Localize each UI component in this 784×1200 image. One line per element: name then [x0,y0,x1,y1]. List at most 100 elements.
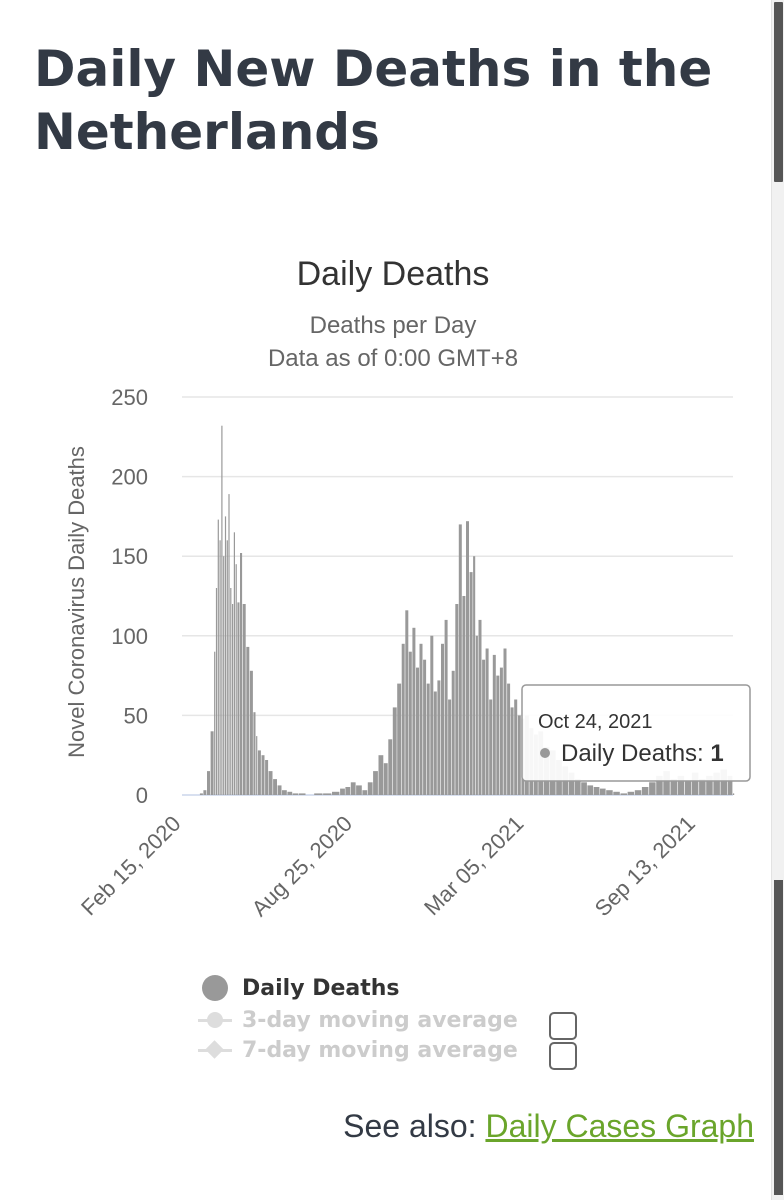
bar[interactable] [499,667,503,795]
bar[interactable] [299,793,306,795]
legend-item-3-day-average[interactable]: 3-day moving average [196,1005,518,1035]
bar[interactable] [207,771,210,795]
bar[interactable] [458,524,462,795]
bar[interactable] [419,643,423,795]
bar[interactable] [277,785,282,795]
bar[interactable] [223,556,225,795]
bar[interactable] [482,659,486,795]
bar[interactable] [273,779,277,795]
bar[interactable] [265,760,269,795]
bar[interactable] [517,715,521,795]
bar[interactable] [455,604,459,795]
bar[interactable] [199,793,203,795]
bar[interactable] [649,782,656,795]
bar[interactable] [733,793,735,795]
bar[interactable] [727,775,733,795]
bar[interactable] [699,779,706,795]
bar[interactable] [224,516,227,795]
bar[interactable] [287,791,293,795]
bar[interactable] [448,699,452,796]
bar[interactable] [412,627,416,795]
bar[interactable] [684,780,692,795]
bar[interactable] [292,793,299,795]
bar[interactable] [226,540,228,795]
bar[interactable] [581,782,587,795]
bar[interactable] [249,670,253,795]
bar[interactable] [606,790,613,795]
checkbox-3-day-average[interactable] [549,1012,577,1040]
bar[interactable] [268,771,273,795]
bar[interactable] [246,646,250,795]
bar[interactable] [713,772,720,795]
scrollbar-thumb[interactable] [774,2,783,182]
bar[interactable] [340,788,345,795]
bar[interactable] [706,775,713,795]
bar[interactable] [356,785,362,795]
bar[interactable] [232,604,234,795]
bar[interactable] [444,619,448,795]
checkbox-7-day-average[interactable] [549,1042,577,1070]
bar[interactable] [230,588,232,795]
bar[interactable] [475,635,478,795]
bar[interactable] [503,648,507,796]
bar[interactable] [215,588,218,795]
bar[interactable] [219,540,221,795]
bar[interactable] [437,680,441,795]
bar[interactable] [485,648,489,796]
bar[interactable] [469,572,473,795]
bar[interactable] [350,782,356,795]
bar[interactable] [237,602,240,795]
bar[interactable] [489,699,493,796]
bar[interactable] [430,635,434,795]
bar[interactable] [401,643,405,795]
bar[interactable] [599,788,606,795]
bar[interactable] [510,707,514,795]
bar[interactable] [441,643,444,795]
bar[interactable] [466,521,469,795]
bar[interactable] [261,755,265,795]
bar[interactable] [235,564,237,795]
bar[interactable] [656,775,663,795]
scrollbar-thumb-lower[interactable] [774,880,783,1195]
bar[interactable] [473,556,476,795]
bar[interactable] [691,772,699,795]
bar[interactable] [367,782,373,795]
bar[interactable] [233,532,235,795]
bar[interactable] [620,793,628,795]
bar[interactable] [257,750,261,795]
legend-item-daily-deaths[interactable]: Daily Deaths [196,973,400,1003]
bar[interactable] [451,670,455,795]
bar[interactable] [492,654,496,795]
bar[interactable] [282,790,287,795]
bar[interactable] [323,793,332,795]
bar[interactable] [388,739,393,795]
bar[interactable] [253,712,256,795]
bar[interactable] [242,604,246,795]
bar[interactable] [217,519,219,795]
bar[interactable] [397,683,402,795]
bar[interactable] [392,707,397,795]
bar[interactable] [378,755,384,795]
bar[interactable] [416,667,419,795]
bar[interactable] [478,619,482,795]
daily-cases-graph-link[interactable]: Daily Cases Graph [485,1108,754,1144]
bar[interactable] [373,771,378,795]
bar[interactable] [587,785,594,795]
bar[interactable] [256,736,258,795]
bar[interactable] [203,790,207,795]
bar[interactable] [462,596,466,795]
bar[interactable] [627,791,635,795]
bar[interactable] [405,610,409,795]
bar[interactable] [720,769,728,796]
bar[interactable] [423,659,427,795]
bar[interactable] [383,763,388,795]
bar[interactable] [362,790,368,795]
bar[interactable] [345,787,351,795]
bar[interactable] [507,683,511,795]
bar[interactable] [214,651,216,795]
bar[interactable] [663,771,670,795]
bar[interactable] [332,791,340,795]
bar[interactable] [574,779,581,795]
bar[interactable] [593,787,600,795]
bar[interactable] [221,425,223,795]
